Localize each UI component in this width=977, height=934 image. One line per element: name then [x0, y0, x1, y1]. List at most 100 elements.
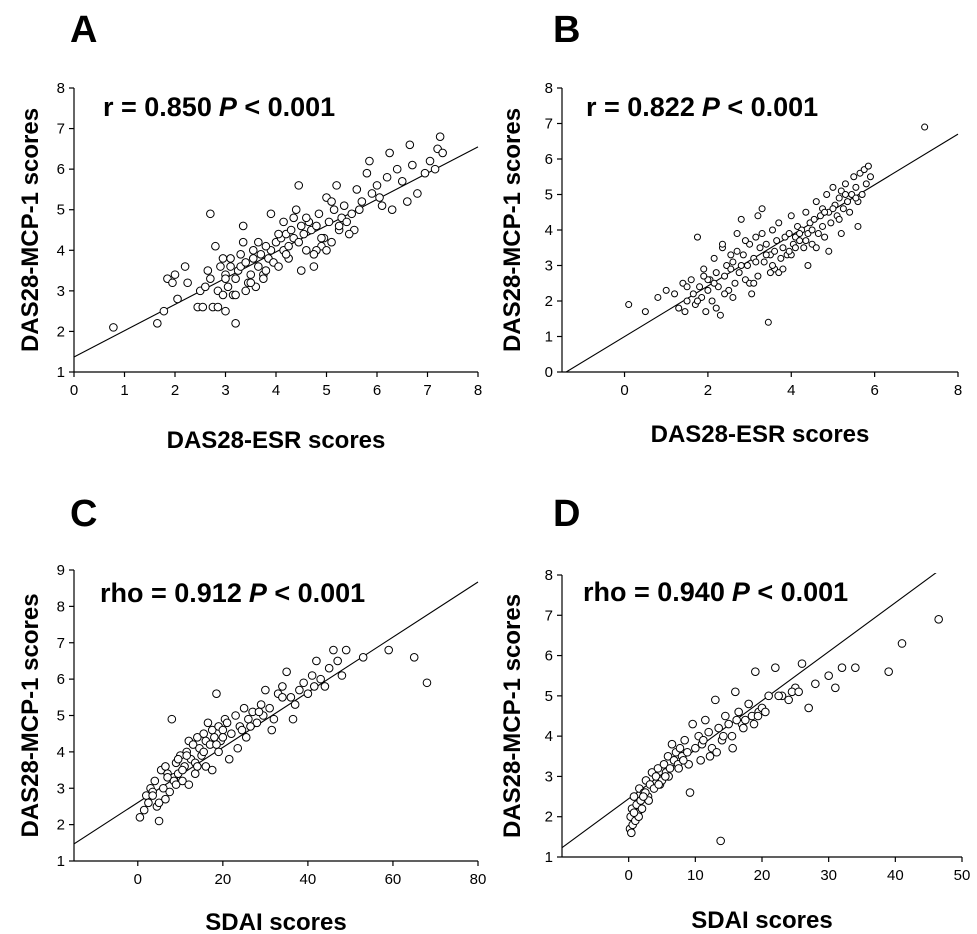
data-point [303, 689, 313, 698]
data-point [696, 756, 705, 765]
data-point [314, 209, 324, 219]
data-point [317, 233, 326, 243]
x-tick-label: 4 [787, 382, 795, 399]
data-point [135, 813, 145, 822]
data-point [771, 663, 780, 672]
data-point [327, 197, 336, 206]
data-point [173, 754, 183, 764]
data-point [392, 164, 402, 174]
data-point [727, 731, 737, 741]
data-point [334, 221, 344, 231]
data-point [206, 274, 215, 283]
data-point [226, 254, 235, 263]
y-tick-label: 4 [545, 728, 553, 745]
y-tick-label: 6 [57, 161, 65, 178]
data-point [221, 274, 230, 283]
data-point [821, 208, 829, 216]
x-tick-label: 0 [134, 871, 142, 888]
data-point [710, 279, 718, 287]
data-point [661, 772, 670, 781]
y-tick-label: 3 [57, 283, 65, 300]
data-point [246, 278, 256, 288]
panel-letter: C [70, 493, 97, 535]
y-tick-label: 6 [57, 671, 65, 688]
data-point [302, 245, 311, 255]
data-point [333, 656, 342, 666]
data-point [737, 262, 745, 269]
data-point [675, 304, 683, 312]
y-tick-label: 1 [57, 364, 65, 381]
y-tick-label: 7 [545, 607, 553, 624]
x-tick-label: 80 [470, 871, 487, 888]
data-point [183, 278, 192, 288]
data-point [711, 695, 720, 705]
data-point [671, 290, 679, 298]
data-point [266, 209, 276, 219]
data-point [683, 747, 692, 757]
y-tick-label: 0 [545, 364, 553, 381]
x-axis-title: SDAI scores [205, 909, 346, 934]
data-point [312, 656, 321, 666]
data-point [382, 172, 392, 182]
data-point [387, 205, 397, 215]
data-point [223, 282, 233, 292]
data-point [662, 286, 670, 294]
data-point [385, 148, 394, 158]
data-point [199, 747, 209, 757]
data-point [259, 274, 268, 283]
data-point [213, 302, 223, 312]
y-tick-label: 3 [545, 258, 553, 275]
data-point [278, 693, 287, 702]
y-tick-label: 8 [57, 598, 65, 615]
data-point [739, 723, 748, 733]
data-point [718, 240, 726, 248]
data-point [731, 279, 739, 287]
stat-value: r = 0.822 [586, 92, 695, 122]
data-point [797, 659, 807, 668]
data-point [173, 294, 182, 304]
data-point [178, 776, 187, 786]
data-point [320, 682, 330, 691]
data-point [261, 241, 271, 251]
data-point [178, 765, 187, 775]
data-point [704, 286, 712, 294]
data-point [241, 258, 250, 267]
x-axis-title: DAS28-ESR scores [167, 427, 386, 454]
y-axis-title: DAS28-MCP-1 scores [17, 593, 44, 837]
data-point [654, 293, 662, 301]
data-point [139, 805, 149, 815]
y-tick-label: 2 [545, 293, 553, 310]
regression-line [562, 573, 937, 849]
data-point [665, 764, 675, 773]
y-tick-label: 8 [545, 567, 553, 584]
x-tick-label: 3 [221, 382, 229, 399]
data-point [732, 715, 741, 725]
data-point [651, 772, 661, 781]
data-point [846, 208, 854, 216]
data-point [337, 671, 347, 680]
data-point [741, 715, 750, 725]
x-tick-label: 20 [754, 867, 771, 884]
data-point [774, 691, 783, 701]
data-point [261, 266, 271, 275]
data-point [316, 674, 325, 684]
data-point [821, 233, 829, 241]
y-tick-label: 5 [545, 187, 553, 204]
y-tick-label: 5 [545, 688, 553, 705]
y-tick-label: 2 [545, 809, 553, 826]
data-point [835, 215, 843, 223]
data-point [167, 714, 177, 724]
x-tick-label: 10 [687, 867, 704, 884]
x-tick-label: 50 [954, 867, 971, 884]
data-point [358, 653, 368, 662]
x-tick-label: 5 [322, 382, 330, 399]
data-point [712, 747, 721, 757]
data-point [762, 240, 770, 248]
data-point [171, 780, 181, 789]
data-point [779, 244, 787, 252]
x-tick-label: 40 [887, 867, 904, 884]
data-point [679, 756, 688, 765]
data-point [712, 269, 720, 277]
data-point [756, 244, 764, 252]
data-point [835, 194, 843, 202]
